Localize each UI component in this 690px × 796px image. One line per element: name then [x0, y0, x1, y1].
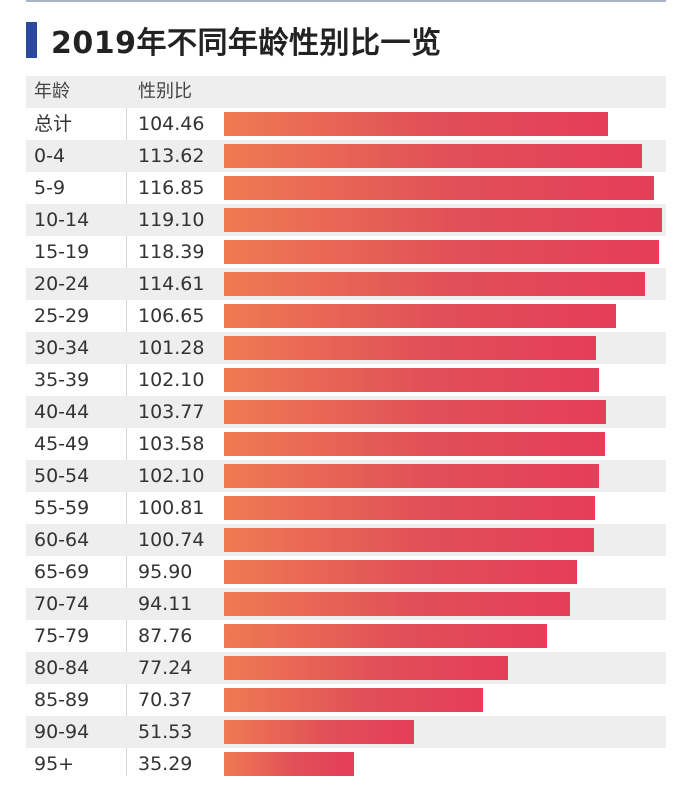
bar: [224, 176, 654, 200]
bar: [224, 464, 599, 488]
value-label: 102.10: [138, 465, 205, 487]
bar: [224, 592, 570, 616]
value-label: 116.85: [138, 177, 205, 199]
value-label: 106.65: [138, 305, 205, 327]
table-row: 50-54 102.10: [26, 460, 666, 492]
bar: [224, 368, 599, 392]
age-label: 20-24: [34, 273, 90, 295]
age-label: 60-64: [34, 529, 90, 551]
value-label: 35.29: [138, 753, 193, 775]
table-row: 40-44 103.77: [26, 396, 666, 428]
age-label: 50-54: [34, 465, 90, 487]
bar: [224, 272, 645, 296]
bar: [224, 144, 642, 168]
age-label: 55-59: [34, 497, 90, 519]
bar: [224, 656, 508, 680]
age-label: 15-19: [34, 241, 90, 263]
age-label: 30-34: [34, 337, 90, 359]
age-label: 40-44: [34, 401, 90, 423]
value-label: 77.24: [138, 657, 193, 679]
value-label: 113.62: [138, 145, 205, 167]
bar: [224, 496, 595, 520]
header-age: 年龄: [34, 81, 70, 102]
value-label: 103.77: [138, 401, 205, 423]
value-label: 119.10: [138, 209, 205, 231]
bar: [224, 304, 616, 328]
table-row: 95+ 35.29: [26, 748, 666, 780]
age-label: 25-29: [34, 305, 90, 327]
chart-table: 年龄 性别比 总计 104.46 0-4 113.62 5-9 116.85 10-14 11…: [26, 76, 666, 780]
table-row: 10-14 119.10: [26, 204, 666, 236]
table-row: 30-34 101.28: [26, 332, 666, 364]
table-row: 总计 104.46: [26, 108, 666, 140]
value-label: 95.90: [138, 561, 193, 583]
table-row: 20-24 114.61: [26, 268, 666, 300]
bar: [224, 752, 354, 776]
value-label: 100.74: [138, 529, 205, 551]
value-label: 118.39: [138, 241, 205, 263]
bar: [224, 112, 608, 136]
table-row: 80-84 77.24: [26, 652, 666, 684]
value-label: 87.76: [138, 625, 193, 647]
title-block: 2019年不同年龄性别比一览: [26, 20, 442, 61]
bar: [224, 528, 594, 552]
age-label: 95+: [34, 753, 75, 775]
table-row: 55-59 100.81: [26, 492, 666, 524]
table-row: 0-4 113.62: [26, 140, 666, 172]
age-label: 45-49: [34, 433, 90, 455]
bar: [224, 688, 483, 712]
value-label: 70.37: [138, 689, 193, 711]
bar: [224, 432, 605, 456]
header-row: 年龄 性别比: [26, 76, 666, 108]
table-row: 25-29 106.65: [26, 300, 666, 332]
table-row: 35-39 102.10: [26, 364, 666, 396]
value-label: 94.11: [138, 593, 193, 615]
bar: [224, 336, 596, 360]
table-row: 75-79 87.76: [26, 620, 666, 652]
age-label: 10-14: [34, 209, 90, 231]
table-row: 85-89 70.37: [26, 684, 666, 716]
age-label: 0-4: [34, 145, 66, 167]
age-label: 90-94: [34, 721, 90, 743]
value-label: 103.58: [138, 433, 205, 455]
bar: [224, 400, 606, 424]
value-label: 114.61: [138, 273, 205, 295]
value-label: 101.28: [138, 337, 205, 359]
age-label: 总计: [34, 113, 73, 135]
age-label: 75-79: [34, 625, 90, 647]
age-label: 85-89: [34, 689, 90, 711]
value-label: 104.46: [138, 113, 205, 135]
table-row: 5-9 116.85: [26, 172, 666, 204]
age-label: 65-69: [34, 561, 90, 583]
age-label: 35-39: [34, 369, 90, 391]
table-row: 60-64 100.74: [26, 524, 666, 556]
age-label: 70-74: [34, 593, 90, 615]
table-row: 45-49 103.58: [26, 428, 666, 460]
table-row: 90-94 51.53: [26, 716, 666, 748]
bar: [224, 720, 414, 744]
bar: [224, 624, 547, 648]
table-row: 70-74 94.11: [26, 588, 666, 620]
age-label: 80-84: [34, 657, 90, 679]
top-rule: [26, 0, 666, 2]
bar: [224, 240, 659, 264]
value-label: 51.53: [138, 721, 193, 743]
value-label: 100.81: [138, 497, 205, 519]
age-label: 5-9: [34, 177, 66, 199]
title-accent-bar: [26, 22, 37, 58]
bar: [224, 208, 662, 232]
chart-title: 2019年不同年龄性别比一览: [51, 26, 442, 61]
value-label: 102.10: [138, 369, 205, 391]
header-sex-ratio: 性别比: [138, 81, 192, 102]
bar: [224, 560, 577, 584]
table-row: 15-19 118.39: [26, 236, 666, 268]
table-row: 65-69 95.90: [26, 556, 666, 588]
